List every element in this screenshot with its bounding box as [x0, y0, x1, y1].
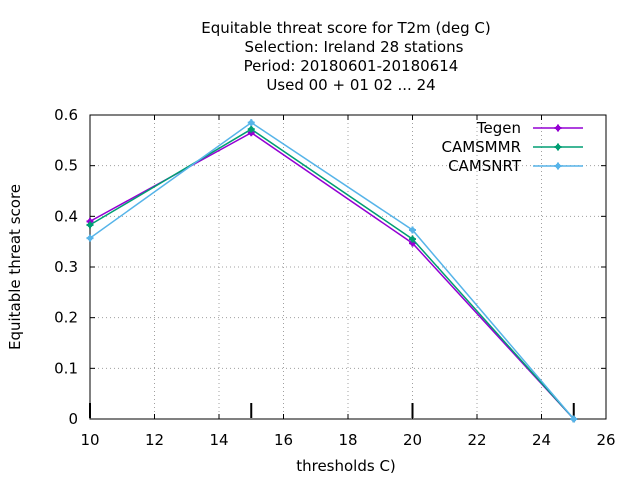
y-tick-label: 0.6 — [54, 106, 78, 124]
series-line — [89, 121, 575, 420]
legend-label: CAMSMMR — [441, 138, 521, 156]
y-tick-label: 0.2 — [54, 309, 78, 327]
y-axis-label: Equitable threat score — [6, 184, 24, 350]
x-tick-label: 20 — [403, 431, 422, 449]
x-tick-label: 22 — [467, 431, 486, 449]
grid — [89, 114, 607, 420]
x-tick-label: 12 — [145, 431, 164, 449]
data-point — [409, 226, 416, 234]
title-line-4: Used 00 + 01 02 ... 24 — [266, 76, 435, 94]
threshold-marks — [89, 403, 575, 418]
y-tick-label: 0.3 — [54, 258, 78, 276]
x-tick-label: 16 — [274, 431, 293, 449]
y-tick-label: 0.1 — [54, 359, 78, 377]
x-tick-label: 14 — [209, 431, 228, 449]
data-point — [86, 221, 94, 229]
title-line-2: Selection: Ireland 28 stations — [245, 38, 464, 56]
plot-frame — [89, 114, 607, 420]
x-tick-label: 18 — [338, 431, 357, 449]
series-camsnrt — [86, 119, 578, 423]
y-tick-label: 0 — [68, 410, 78, 428]
data-point — [554, 162, 562, 170]
y-tick-label: 0.5 — [54, 157, 78, 175]
x-tick-labels: 10 12 14 16 18 20 22 24 26 — [80, 431, 615, 449]
y-tick-labels: 0 0.1 0.2 0.3 0.4 0.5 0.6 — [54, 106, 78, 428]
series-line — [89, 128, 575, 420]
legend-label: CAMSNRT — [448, 157, 522, 175]
series-group — [86, 119, 578, 423]
data-point — [554, 143, 562, 151]
chart-title: Equitable threat score for T2m (deg C) S… — [201, 19, 491, 94]
data-point — [86, 234, 94, 242]
data-point — [247, 125, 255, 133]
y-tick-label: 0.4 — [54, 207, 78, 225]
title-line-1: Equitable threat score for T2m (deg C) — [201, 19, 491, 37]
data-point — [570, 415, 578, 423]
x-tick-label: 26 — [596, 431, 615, 449]
data-point — [247, 119, 255, 127]
x-axis-label: thresholds C) — [296, 457, 396, 475]
title-line-3: Period: 20180601-20180614 — [244, 57, 459, 75]
data-point — [554, 124, 562, 132]
legend-label: Tegen — [476, 119, 521, 137]
data-point — [409, 235, 416, 243]
x-tick-label: 24 — [532, 431, 551, 449]
x-tick-label: 10 — [80, 431, 99, 449]
